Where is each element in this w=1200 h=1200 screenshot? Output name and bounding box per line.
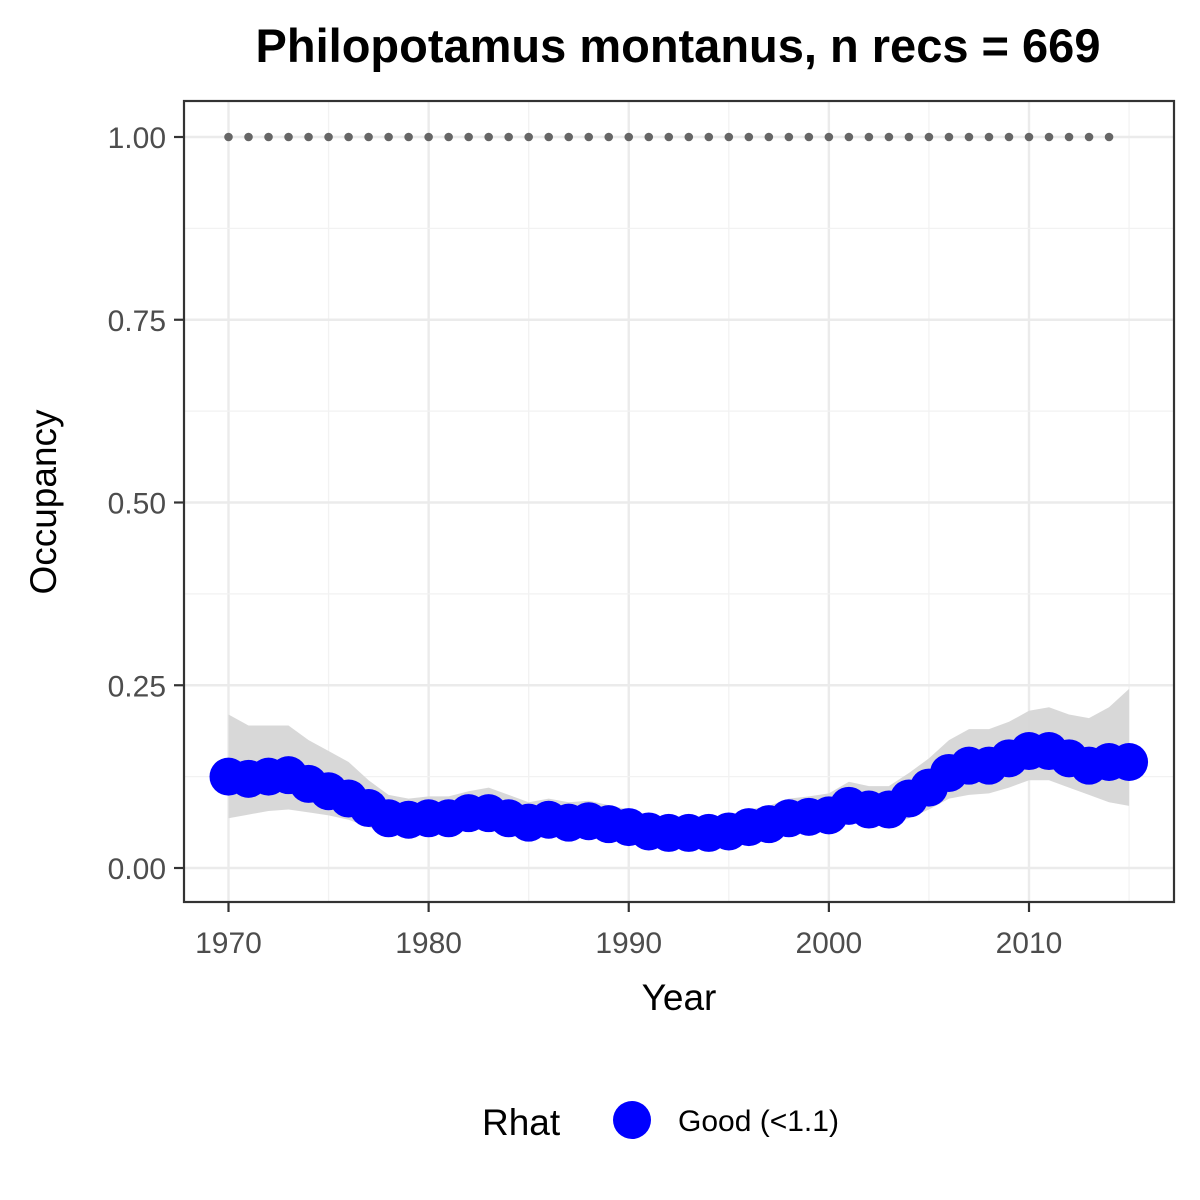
x-tick-label: 1970 (195, 927, 262, 960)
reference-point (524, 132, 533, 142)
reference-point (404, 132, 413, 142)
reference-point (724, 132, 734, 142)
reference-point (824, 132, 834, 142)
reference-point (764, 132, 774, 142)
y-tick-label: 0.00 (108, 853, 166, 886)
reference-point (1064, 132, 1074, 142)
occupancy-point (1110, 743, 1149, 782)
reference-point (484, 132, 493, 142)
x-tick-label: 2010 (996, 927, 1063, 960)
legend-key-good (613, 1101, 651, 1139)
reference-point (424, 132, 433, 142)
reference-point (544, 132, 553, 142)
reference-point (1084, 132, 1094, 142)
reference-point (664, 132, 674, 142)
axes: 1970 1980 1990 2000 2010 0.00 0.25 0.50 0.75 1.00 (108, 122, 1063, 960)
y-axis-title: Occupancy (23, 409, 64, 595)
reference-point (904, 132, 914, 142)
reference-point (324, 132, 333, 142)
reference-point (384, 132, 393, 142)
x-axis-title: Year (642, 977, 717, 1018)
x-tick-label: 1990 (595, 927, 662, 960)
x-tick-label: 2000 (796, 927, 863, 960)
legend-label-good: Good (<1.1) (678, 1105, 839, 1138)
y-tick-label: 1.00 (108, 122, 166, 155)
reference-point (944, 132, 954, 142)
reference-point (1044, 132, 1054, 142)
reference-point (1104, 132, 1114, 142)
reference-point (684, 132, 694, 142)
reference-point (804, 132, 814, 142)
reference-point (364, 132, 373, 142)
reference-point (924, 132, 934, 142)
reference-point (564, 132, 574, 142)
reference-point (264, 132, 273, 142)
reference-point (344, 132, 353, 142)
reference-point (844, 132, 854, 142)
y-tick-label: 0.50 (108, 488, 166, 521)
y-tick-label: 0.75 (108, 305, 166, 338)
reference-point (224, 132, 233, 142)
legend-title: Rhat (482, 1102, 561, 1143)
reference-point (744, 132, 754, 142)
reference-layer (224, 132, 1114, 142)
reference-point (444, 132, 453, 142)
reference-point (504, 132, 513, 142)
reference-point (1004, 132, 1014, 142)
legend: Rhat Good (<1.1) (482, 1101, 839, 1143)
reference-point (304, 132, 313, 142)
reference-point (604, 132, 614, 142)
reference-point (784, 132, 794, 142)
x-tick-label: 1980 (395, 927, 462, 960)
reference-point (984, 132, 994, 142)
y-tick-label: 0.25 (108, 670, 166, 703)
reference-point (644, 132, 654, 142)
reference-point (284, 132, 293, 142)
reference-point (884, 132, 894, 142)
reference-point (624, 132, 634, 142)
reference-point (864, 132, 874, 142)
chart-title: Philopotamus montanus, n recs = 669 (256, 19, 1101, 72)
reference-point (964, 132, 974, 142)
reference-point (704, 132, 714, 142)
occupancy-series-layer (209, 732, 1149, 852)
reference-point (244, 132, 253, 142)
reference-point (1024, 132, 1034, 142)
reference-point (464, 132, 473, 142)
reference-point (584, 132, 594, 142)
